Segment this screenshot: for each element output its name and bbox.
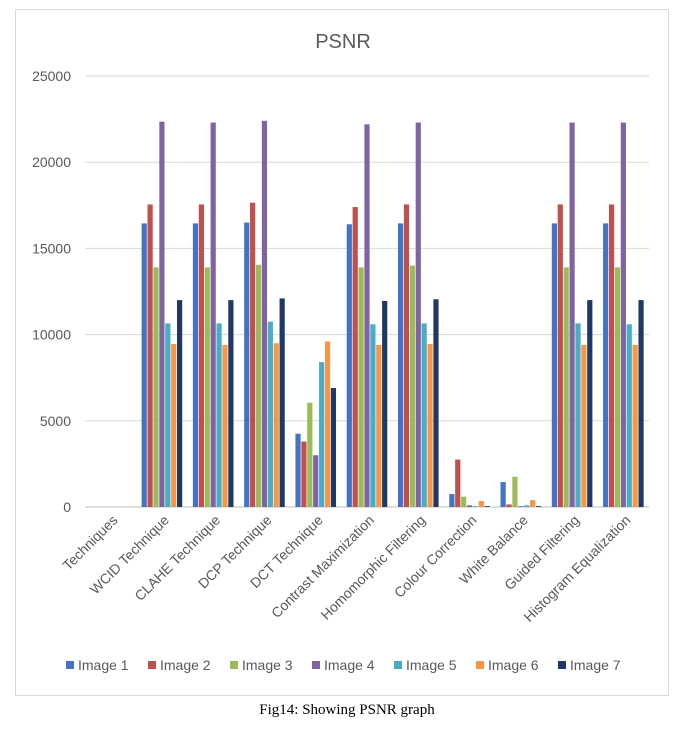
bar <box>397 223 404 507</box>
bar <box>581 344 587 507</box>
bar <box>171 344 177 507</box>
bar <box>472 506 479 507</box>
bar <box>518 506 524 507</box>
bar <box>330 388 337 507</box>
bar <box>204 267 210 507</box>
bar <box>506 504 512 507</box>
bar <box>626 324 632 507</box>
y-tick-label: 20000 <box>32 154 71 170</box>
bar <box>222 344 228 507</box>
legend-swatch <box>312 661 320 669</box>
bar <box>382 300 388 507</box>
y-tick-label: 15000 <box>32 240 71 256</box>
bar <box>364 124 370 508</box>
y-tick-label: 0 <box>63 499 71 515</box>
legend-label: Image 3 <box>242 657 293 673</box>
figure-caption: Fig14: Showing PSNR graph <box>259 702 435 718</box>
bar <box>466 505 473 507</box>
bar <box>153 267 159 507</box>
bar <box>370 324 376 507</box>
x-tick-label: CLAHE Technique <box>131 512 223 604</box>
bar <box>358 267 364 507</box>
bar <box>192 223 199 507</box>
y-tick-label: 5000 <box>40 413 71 429</box>
legend-swatch <box>558 661 566 669</box>
bar <box>250 202 256 507</box>
bar <box>620 122 626 508</box>
bar <box>608 204 615 507</box>
bar <box>165 323 171 507</box>
bar <box>449 494 455 507</box>
bar <box>478 500 484 507</box>
bar <box>551 223 557 507</box>
bar <box>557 204 563 507</box>
legend-swatch <box>66 661 74 669</box>
bar <box>319 362 325 507</box>
bar <box>535 506 542 507</box>
bar <box>177 300 183 507</box>
bar <box>307 402 313 507</box>
x-tick-label: Contrast Maximization <box>268 512 377 621</box>
bar <box>313 455 319 507</box>
bar <box>301 441 307 507</box>
bar <box>228 300 234 507</box>
legend-label: Image 1 <box>78 657 129 673</box>
legend-label: Image 2 <box>160 657 211 673</box>
bar <box>415 122 421 508</box>
bar <box>244 222 250 508</box>
bar <box>569 122 575 508</box>
bar <box>346 224 352 507</box>
bar <box>261 120 268 507</box>
legend-swatch <box>148 661 156 669</box>
legend: Image 1 Image 2 Image 3 Image 4 Image 5 Image… <box>66 657 621 673</box>
bar <box>455 459 461 507</box>
bar <box>255 264 262 507</box>
bar <box>216 323 222 507</box>
bar <box>603 223 609 507</box>
legend-swatch <box>476 661 484 669</box>
bar <box>427 344 433 507</box>
chart-area: PSNR 0 5000 10000 15000 20000 25000 Technique… <box>15 9 669 696</box>
bar <box>324 341 331 507</box>
bar <box>575 323 581 507</box>
bar <box>376 344 382 507</box>
bar <box>273 343 279 507</box>
bar <box>587 300 593 507</box>
legend-label: Image 5 <box>406 657 457 673</box>
bar <box>530 500 536 507</box>
legend-label: Image 7 <box>570 657 621 673</box>
bar <box>524 505 530 507</box>
bar <box>141 223 147 507</box>
bar <box>159 121 165 507</box>
bar <box>403 204 410 507</box>
chart-title: PSNR <box>315 31 371 53</box>
bar <box>210 122 216 508</box>
y-tick-label: 10000 <box>32 327 71 343</box>
bar <box>409 265 415 507</box>
legend-label: Image 6 <box>488 657 539 673</box>
bar <box>295 433 301 507</box>
bar <box>461 496 467 507</box>
legend-swatch <box>394 661 402 669</box>
x-tick-label: Histogram Equalization <box>520 512 633 625</box>
bar <box>563 267 569 507</box>
bar <box>279 298 285 507</box>
bar <box>421 323 427 507</box>
bar <box>614 267 621 507</box>
bar <box>147 204 153 507</box>
legend-label: Image 4 <box>324 657 375 673</box>
bar <box>267 321 273 507</box>
bar <box>352 207 358 507</box>
bar <box>198 204 204 507</box>
bar <box>433 299 439 507</box>
bar <box>512 476 518 507</box>
bar <box>638 300 644 507</box>
bar <box>500 482 506 507</box>
y-tick-label: 25000 <box>32 68 71 84</box>
bar <box>484 506 490 507</box>
legend-swatch <box>230 661 238 669</box>
bar <box>632 344 638 507</box>
